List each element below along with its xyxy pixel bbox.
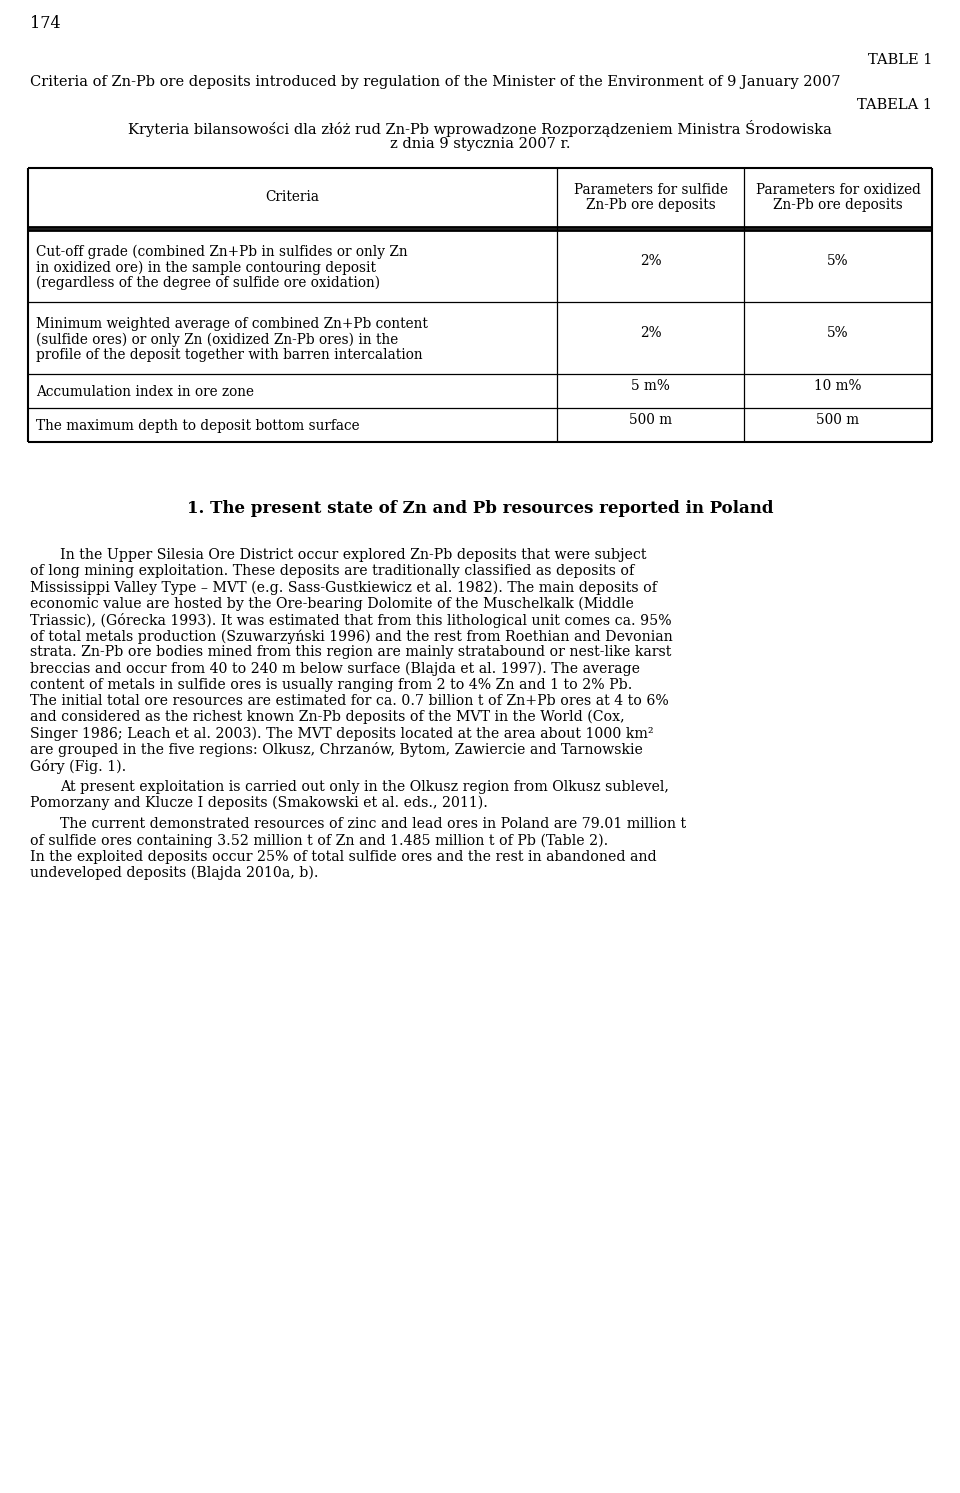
Text: Cut-off grade (combined Zn+Pb in sulfides or only Zn: Cut-off grade (combined Zn+Pb in sulfide… — [36, 245, 408, 260]
Text: TABELA 1: TABELA 1 — [857, 99, 932, 112]
Text: 500 m: 500 m — [629, 414, 672, 427]
Text: z dnia 9 stycznia 2007 r.: z dnia 9 stycznia 2007 r. — [390, 137, 570, 151]
Text: 5%: 5% — [828, 254, 849, 269]
Text: economic value are hosted by the Ore-bearing Dolomite of the Muschelkalk (Middle: economic value are hosted by the Ore-bea… — [30, 597, 634, 611]
Text: Criteria of Zn-Pb ore deposits introduced by regulation of the Minister of the E: Criteria of Zn-Pb ore deposits introduce… — [30, 75, 841, 90]
Text: strata. Zn-Pb ore bodies mined from this region are mainly stratabound or nest-l: strata. Zn-Pb ore bodies mined from this… — [30, 645, 671, 660]
Text: Zn-Pb ore deposits: Zn-Pb ore deposits — [773, 199, 902, 212]
Text: profile of the deposit together with barren intercalation: profile of the deposit together with bar… — [36, 348, 422, 361]
Text: of long mining exploitation. These deposits are traditionally classified as depo: of long mining exploitation. These depos… — [30, 564, 635, 578]
Text: 2%: 2% — [639, 325, 661, 340]
Text: Mississippi Valley Type – MVT (e.g. Sass-Gustkiewicz et al. 1982). The main depo: Mississippi Valley Type – MVT (e.g. Sass… — [30, 581, 657, 594]
Text: 1. The present state of Zn and Pb resources reported in Poland: 1. The present state of Zn and Pb resour… — [187, 500, 773, 517]
Text: undeveloped deposits (Blajda 2010a, b).: undeveloped deposits (Blajda 2010a, b). — [30, 866, 319, 881]
Text: Criteria: Criteria — [266, 190, 320, 205]
Text: Parameters for sulfide: Parameters for sulfide — [573, 184, 728, 197]
Text: In the exploited deposits occur 25% of total sulfide ores and the rest in abando: In the exploited deposits occur 25% of t… — [30, 850, 657, 863]
Text: Minimum weighted average of combined Zn+Pb content: Minimum weighted average of combined Zn+… — [36, 317, 428, 331]
Text: (sulfide ores) or only Zn (oxidized Zn-Pb ores) in the: (sulfide ores) or only Zn (oxidized Zn-P… — [36, 333, 398, 346]
Text: Singer 1986; Leach et al. 2003). The MVT deposits located at the area about 1000: Singer 1986; Leach et al. 2003). The MVT… — [30, 726, 654, 741]
Text: (regardless of the degree of sulfide ore oxidation): (regardless of the degree of sulfide ore… — [36, 276, 380, 290]
Text: are grouped in the five regions: Olkusz, Chrzanów, Bytom, Zawiercie and Tarnowsk: are grouped in the five regions: Olkusz,… — [30, 742, 643, 757]
Text: in oxidized ore) in the sample contouring deposit: in oxidized ore) in the sample contourin… — [36, 260, 376, 275]
Text: Triassic), (Górecka 1993). It was estimated that from this lithological unit com: Triassic), (Górecka 1993). It was estima… — [30, 612, 672, 627]
Text: The initial total ore resources are estimated for ca. 0.7 billion t of Zn+Pb ore: The initial total ore resources are esti… — [30, 694, 669, 708]
Text: Accumulation index in ore zone: Accumulation index in ore zone — [36, 385, 254, 399]
Text: 2%: 2% — [639, 254, 661, 269]
Text: TABLE 1: TABLE 1 — [868, 52, 932, 67]
Text: of total metals production (Szuwarzyński 1996) and the rest from Roethian and De: of total metals production (Szuwarzyński… — [30, 629, 673, 643]
Text: Kryteria bilansowości dla złóż rud Zn-Pb wprowadzone Rozporządzeniem Ministra Śr: Kryteria bilansowości dla złóż rud Zn-Pb… — [128, 119, 832, 137]
Text: The maximum depth to deposit bottom surface: The maximum depth to deposit bottom surf… — [36, 420, 360, 433]
Text: and considered as the richest known Zn-Pb deposits of the MVT in the World (Cox,: and considered as the richest known Zn-P… — [30, 711, 625, 724]
Text: The current demonstrated resources of zinc and lead ores in Poland are 79.01 mil: The current demonstrated resources of zi… — [60, 817, 686, 832]
Text: 10 m%: 10 m% — [814, 379, 862, 393]
Text: At present exploitation is carried out only in the Olkusz region from Olkusz sub: At present exploitation is carried out o… — [60, 779, 669, 794]
Text: 5 m%: 5 m% — [631, 379, 670, 393]
Text: 500 m: 500 m — [816, 414, 859, 427]
Text: breccias and occur from 40 to 240 m below surface (Blajda et al. 1997). The aver: breccias and occur from 40 to 240 m belo… — [30, 661, 640, 676]
Text: Góry (Fig. 1).: Góry (Fig. 1). — [30, 758, 127, 773]
Text: of sulfide ores containing 3.52 million t of Zn and 1.485 million t of Pb (Table: of sulfide ores containing 3.52 million … — [30, 833, 609, 848]
Text: Parameters for oxidized: Parameters for oxidized — [756, 184, 921, 197]
Text: content of metals in sulfide ores is usually ranging from 2 to 4% Zn and 1 to 2%: content of metals in sulfide ores is usu… — [30, 678, 633, 691]
Text: 5%: 5% — [828, 325, 849, 340]
Text: Zn-Pb ore deposits: Zn-Pb ore deposits — [586, 199, 715, 212]
Text: Pomorzany and Klucze I deposits (Smakowski et al. eds., 2011).: Pomorzany and Klucze I deposits (Smakows… — [30, 796, 488, 811]
Text: 174: 174 — [30, 15, 60, 31]
Text: In the Upper Silesia Ore District occur explored Zn-Pb deposits that were subjec: In the Upper Silesia Ore District occur … — [60, 548, 646, 561]
